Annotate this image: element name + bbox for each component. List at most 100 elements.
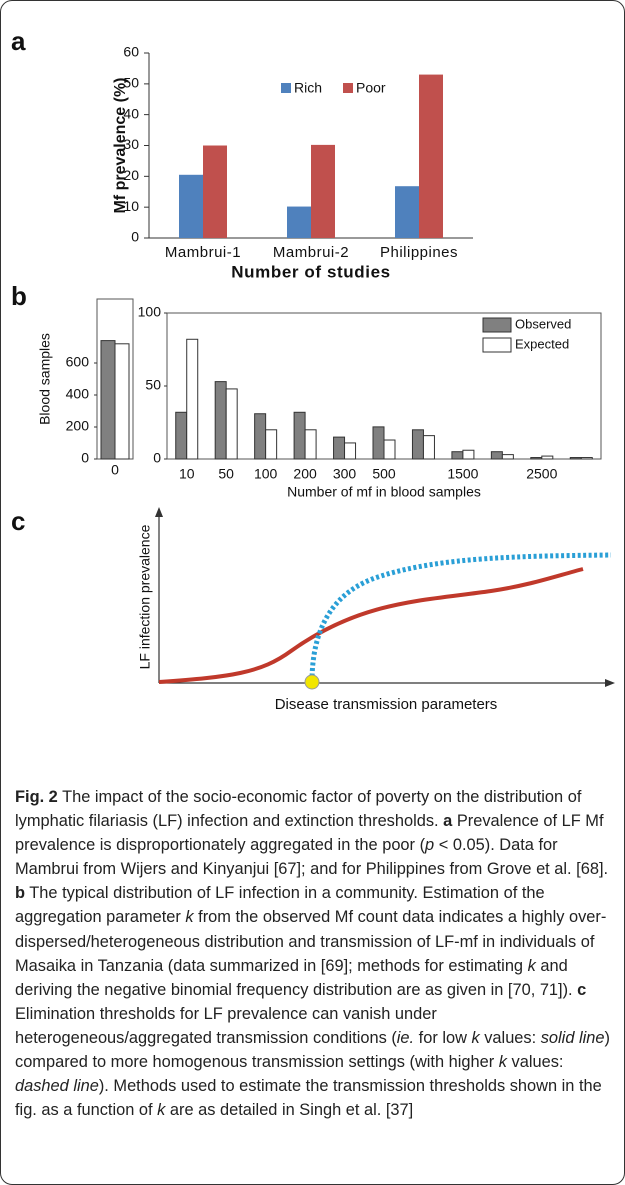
caption-text: Fig. 2	[15, 788, 58, 806]
caption-text: ) compared to more homogenous transmissi…	[15, 1028, 610, 1072]
caption-text: c	[577, 980, 587, 999]
y-axis-title: Mf prevalence (%)	[112, 77, 129, 213]
bar	[287, 206, 311, 238]
caption-text: p	[425, 836, 435, 855]
caption-text: k	[157, 1101, 166, 1120]
x-tick-label: 300	[333, 466, 357, 482]
y-tick-label: 200	[66, 418, 90, 434]
bar	[419, 74, 443, 238]
bar	[304, 429, 317, 460]
y-tick-label: 60	[123, 44, 139, 60]
caption-text: The impact of the socio-economic factor …	[15, 788, 582, 831]
x-tick-label: Mambrui-2	[273, 244, 349, 261]
caption-text: b	[15, 884, 26, 903]
caption-text: k	[471, 1028, 480, 1047]
caption-text: solid line	[540, 1028, 605, 1047]
threshold-point	[304, 674, 320, 690]
concept-plot: LF infection prevalence Disease transmis…	[137, 507, 615, 713]
caption-text: k	[527, 956, 536, 975]
bar	[344, 442, 357, 460]
bar	[333, 436, 346, 460]
caption-text: dashed line	[15, 1077, 99, 1096]
y-tick-label: 400	[66, 386, 90, 402]
bar	[569, 457, 582, 460]
x-tick-label: 1500	[447, 466, 478, 482]
caption-text: values:	[506, 1053, 564, 1072]
caption-text: for low	[414, 1028, 472, 1047]
x-axis-title: Disease transmission parameters	[275, 696, 498, 713]
y-tick-label: 600	[66, 354, 90, 370]
bar	[254, 413, 267, 460]
bar	[541, 455, 554, 460]
legend-swatch	[482, 317, 512, 333]
arrow	[155, 507, 163, 517]
y-tick-label: 40	[123, 105, 139, 121]
bar	[501, 454, 514, 460]
y-tick-label: 0	[131, 229, 139, 245]
bar	[203, 145, 227, 238]
bar	[383, 439, 396, 460]
caption: Fig. 2 The impact of the socio-economic …	[15, 785, 612, 1122]
caption-text: from the observed Mf count data indicate…	[15, 908, 607, 975]
caption-text: and deriving the negative binomial frequ…	[15, 956, 578, 999]
y-axis-title: LF infection prevalence	[137, 524, 153, 669]
y-tick-label: 10	[123, 198, 139, 214]
x-tick-label: Philippines	[380, 244, 458, 261]
bar	[490, 451, 503, 460]
bar	[265, 429, 278, 460]
y-tick-label: 20	[123, 167, 139, 183]
bar	[114, 343, 130, 460]
bar	[422, 435, 435, 460]
legend-label: Observed	[515, 316, 571, 331]
legend-label: Expected	[515, 336, 569, 351]
bar	[372, 426, 385, 460]
bar	[214, 381, 227, 460]
y-tick-label: 50	[145, 377, 161, 393]
x-axis-title: Number of mf in blood samples	[287, 484, 481, 500]
arrow	[605, 679, 615, 687]
bar	[411, 429, 424, 460]
y-tick-label: 100	[138, 304, 162, 320]
bar	[175, 411, 188, 460]
caption-text: < 0.05). Data for Mambrui from Wijers an…	[15, 836, 609, 879]
panel-label: c	[11, 506, 25, 536]
caption-text: k	[185, 908, 194, 927]
bar	[462, 449, 475, 460]
bar	[179, 174, 203, 238]
x-tick-label: 10	[179, 466, 195, 482]
bar	[580, 457, 593, 460]
x-tick-label: 50	[218, 466, 234, 482]
x-axis-title: Number of studies	[231, 262, 390, 281]
x-tick-label: 0	[111, 462, 119, 478]
x-tick-label: Mambrui-1	[165, 244, 241, 261]
legend-label: Poor	[356, 80, 386, 96]
caption-text: a	[443, 812, 453, 831]
x-tick-label: 500	[372, 466, 396, 482]
caption-text: Prevalence of LF Mf prevalence is dispro…	[15, 812, 604, 855]
bar	[451, 451, 464, 460]
charts: a b c LF infection prevalence Disease tr…	[11, 26, 615, 713]
bar	[100, 340, 116, 460]
bar	[395, 186, 419, 238]
x-tick-label: 200	[293, 466, 317, 482]
y-tick-label: 30	[123, 136, 139, 152]
y-tick-label: 0	[81, 450, 89, 466]
bar	[311, 144, 335, 238]
legend-swatch	[343, 83, 353, 93]
caption-text: ie.	[396, 1028, 415, 1047]
legend-swatch	[281, 83, 291, 93]
caption-text: values:	[479, 1028, 541, 1047]
bar	[225, 388, 238, 460]
caption-text: Elimination thresholds for LF prevalence…	[15, 1004, 437, 1047]
x-tick-label: 2500	[526, 466, 557, 482]
panel-label: b	[11, 281, 27, 311]
bar	[186, 338, 199, 460]
caption-text: ). Methods used to estimate the transmis…	[15, 1077, 602, 1120]
x-tick-label: 100	[254, 466, 278, 482]
bar	[530, 457, 543, 460]
legend-swatch	[482, 337, 512, 353]
caption-text: k	[498, 1053, 507, 1072]
bar	[293, 411, 306, 460]
panel-label: a	[11, 26, 26, 56]
